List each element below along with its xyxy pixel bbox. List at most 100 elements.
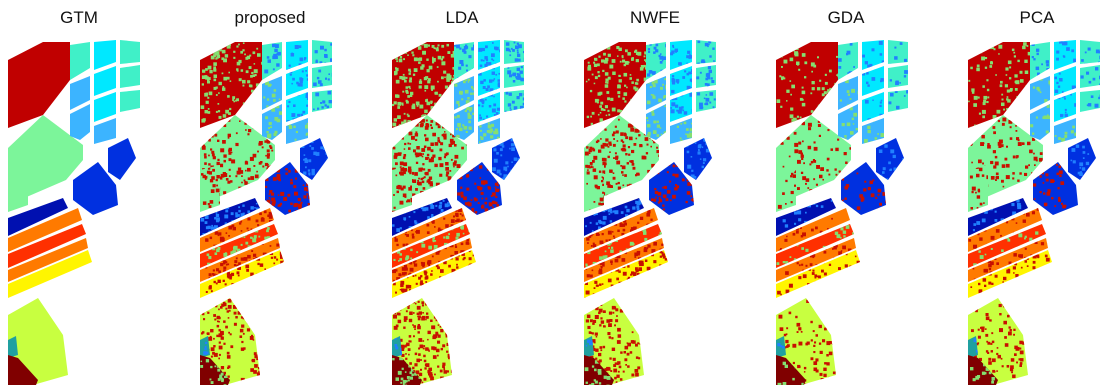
block-aqua-2 (696, 40, 716, 64)
block-aqua-2-noise (505, 41, 524, 62)
panel-title-lda: LDA (445, 8, 479, 27)
block-aqua-3-noise (313, 69, 332, 88)
block-cyan-2-fill (286, 66, 308, 96)
block-sky-3-fill (862, 118, 884, 144)
strip-light-green (200, 165, 220, 212)
field-blue-fill (73, 162, 118, 215)
block-sky-3 (478, 118, 500, 144)
block-aqua-3 (888, 65, 908, 88)
block-aqua-3 (504, 65, 524, 88)
strip-navy-fill (968, 198, 1028, 236)
block-aqua-2-fill (120, 40, 140, 64)
block-aqua-1 (1030, 42, 1050, 80)
block-sky-1 (70, 76, 90, 110)
block-aqua-1-fill (454, 42, 474, 80)
strip-orange-2 (8, 238, 88, 282)
block-aqua-1 (838, 42, 858, 80)
block-aqua-3 (1080, 65, 1100, 88)
patch-maroon-fill (200, 355, 230, 385)
block-cyan-1-noise (1056, 40, 1076, 63)
block-cyan-3 (94, 92, 116, 122)
block-aqua-3-noise (889, 70, 908, 86)
field-blue (841, 162, 886, 215)
block-cyan-2 (862, 66, 884, 96)
block-sky-2 (70, 104, 90, 140)
strip-orange (8, 208, 82, 252)
field-dark-red (968, 42, 1030, 128)
block-sky-1 (838, 76, 858, 110)
block-blue-right (492, 138, 520, 180)
block-sky-3-fill (670, 118, 692, 144)
block-cyan-1-fill (286, 40, 308, 70)
block-aqua-4-noise (696, 92, 716, 110)
block-aqua-3-fill (120, 65, 140, 88)
block-cyan-2 (286, 66, 308, 96)
block-sky-2 (454, 104, 474, 140)
strip-light-green (968, 165, 988, 212)
block-blue-right-fill (108, 138, 136, 180)
field-blue (265, 162, 310, 215)
block-sky-2-fill (70, 104, 90, 140)
strip-light-green (584, 165, 604, 212)
strip-yellow-fill (776, 250, 860, 298)
block-cyan-1 (478, 40, 500, 70)
strip-red-orange (8, 224, 86, 268)
block-aqua-2 (120, 40, 140, 64)
field-dark-red (776, 42, 838, 128)
block-aqua-4 (888, 90, 908, 112)
strip-red-orange-fill (776, 224, 854, 268)
block-cyan-3 (1054, 92, 1076, 122)
classification-map-pca (968, 40, 1100, 385)
block-aqua-4 (696, 90, 716, 112)
strip-red-orange-fill (968, 224, 1046, 268)
block-aqua-1-fill (838, 42, 858, 80)
field-dark-red (584, 42, 646, 128)
strip-orange-fill (968, 208, 1042, 252)
panel-title-gtm: GTM (60, 8, 98, 27)
field-blue (649, 162, 694, 215)
block-cyan-3-fill (94, 92, 116, 122)
panel-title-gda: GDA (827, 8, 865, 27)
block-sky-3 (670, 118, 692, 144)
field-lime-fill (968, 298, 1028, 385)
field-lime (8, 298, 68, 385)
block-cyan-1-fill (1054, 40, 1076, 70)
strip-navy-fill (392, 198, 452, 236)
block-sky-3 (94, 118, 116, 144)
block-sky-3 (286, 118, 308, 144)
strip-orange-fill (8, 208, 82, 252)
block-aqua-4-noise (1086, 94, 1100, 108)
block-blue-right (684, 138, 712, 180)
strip-orange-fill (392, 208, 466, 252)
classification-map-proposed (200, 40, 332, 385)
block-blue-right (1068, 138, 1096, 180)
block-aqua-1 (646, 42, 666, 80)
strip-light-green-noise (392, 165, 412, 212)
block-aqua-1-fill (1030, 42, 1050, 80)
strip-light-green (776, 165, 796, 212)
block-aqua-3 (120, 65, 140, 88)
block-cyan-3 (670, 92, 692, 122)
block-aqua-3-fill (1080, 65, 1100, 88)
strip-light-green-fill (968, 165, 988, 212)
block-aqua-2 (312, 40, 332, 64)
field-dark-red-fill (776, 42, 838, 128)
block-aqua-1-fill (262, 42, 282, 80)
field-lime (968, 298, 1028, 385)
block-blue-right (876, 138, 904, 180)
block-cyan-3-fill (862, 92, 884, 122)
block-aqua-3-noise (507, 66, 524, 88)
patch-maroon (8, 355, 38, 385)
block-sky-2 (1030, 104, 1050, 140)
block-aqua-4-fill (120, 90, 140, 112)
strip-light-green-fill (584, 165, 604, 212)
field-lime-fill (8, 298, 68, 385)
block-aqua-2 (888, 40, 908, 64)
block-aqua-4-noise (888, 90, 908, 110)
patch-maroon-fill (392, 355, 422, 385)
classification-map-gda (776, 40, 908, 385)
panel-title-pca: PCA (1019, 8, 1055, 27)
patch-teal-fill (8, 336, 18, 358)
block-cyan-2 (1054, 66, 1076, 96)
panel-title-proposed: proposed (234, 8, 306, 27)
